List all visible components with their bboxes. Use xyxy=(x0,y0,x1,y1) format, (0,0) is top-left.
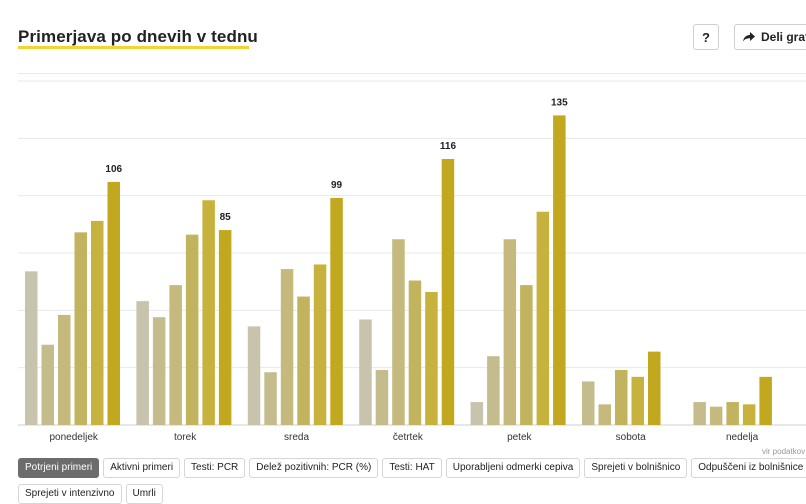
grid-lines xyxy=(18,80,806,426)
header-divider xyxy=(18,73,806,74)
page-title: Primerjava po dnevih v tednu xyxy=(18,27,258,46)
bar-četrtek-4[interactable] xyxy=(425,291,438,425)
bar-sobota-2[interactable] xyxy=(615,369,628,425)
bar-sreda-3[interactable] xyxy=(297,296,310,425)
tab-odpu-eni-iz-bolni-nice[interactable]: Odpuščeni iz bolnišnice xyxy=(691,458,806,478)
bar-sreda-2[interactable] xyxy=(280,269,294,425)
data-label: 116 xyxy=(440,141,457,152)
x-tick-label: petek xyxy=(507,432,532,443)
bar-sreda-4[interactable] xyxy=(313,264,327,425)
bar-petek-2[interactable] xyxy=(503,239,517,425)
bar-ponedeljek-0[interactable] xyxy=(25,271,38,425)
tab-testi-pcr[interactable]: Testi: PCR xyxy=(184,458,246,478)
bar-sobota-4[interactable] xyxy=(648,351,661,425)
x-tick-label: ponedeljek xyxy=(50,432,99,443)
bar-četrtek-2[interactable] xyxy=(392,239,405,425)
bar-petek-5[interactable] xyxy=(553,115,566,426)
bar-četrtek-1[interactable] xyxy=(375,369,389,425)
bar-ponedeljek-2[interactable] xyxy=(58,314,71,425)
bar-sreda-1[interactable] xyxy=(264,372,277,425)
bar-torek-4[interactable] xyxy=(202,200,215,425)
tab-sprejeti-v-intenzivno[interactable]: Sprejeti v intenzivno xyxy=(18,484,122,504)
bar-četrtek-3[interactable] xyxy=(408,280,422,425)
x-tick-label: sobota xyxy=(616,432,646,443)
bar-ponedeljek-1[interactable] xyxy=(41,344,55,425)
bar-petek-0[interactable] xyxy=(470,402,484,425)
bar-petek-3[interactable] xyxy=(520,285,533,425)
data-label: 135 xyxy=(551,97,568,108)
bar-četrtek-5[interactable] xyxy=(441,158,455,425)
help-button[interactable]: ? xyxy=(693,24,719,50)
bar-nedelja-1[interactable] xyxy=(709,406,723,425)
metric-tabs: Potrjeni primeri Aktivni primeri Testi: PC… xyxy=(18,458,806,504)
tab-testi-hat[interactable]: Testi: HAT xyxy=(382,458,442,478)
data-label: 99 xyxy=(331,180,343,191)
bar-sreda-5[interactable] xyxy=(330,197,343,425)
bar-ponedeljek-5[interactable] xyxy=(107,181,121,425)
x-tick-label: sreda xyxy=(284,432,309,443)
bar-torek-5[interactable] xyxy=(218,230,232,425)
tab-potrjeni-primeri[interactable]: Potrjeni primeri xyxy=(18,458,100,478)
bar-torek-3[interactable] xyxy=(185,234,199,425)
bar-četrtek-0[interactable] xyxy=(359,319,372,425)
source-link[interactable]: vir podatkov xyxy=(762,447,806,456)
x-axis: ponedeljek torek sreda četrtek petek sobota ne… xyxy=(50,432,759,443)
share-label: Deli graf xyxy=(761,30,806,44)
bar-sobota-3[interactable] xyxy=(631,376,645,425)
bar-torek-1[interactable] xyxy=(152,317,166,425)
bar-ponedeljek-3[interactable] xyxy=(74,232,88,425)
bar-petek-1[interactable] xyxy=(487,356,500,425)
title-underline xyxy=(18,46,249,49)
x-tick-label: nedelja xyxy=(726,432,759,443)
tab-uporabljeni-odmerki-cepiva[interactable]: Uporabljeni odmerki cepiva xyxy=(445,458,581,478)
bar-sobota-1[interactable] xyxy=(598,404,612,425)
tab-aktivni-primeri[interactable]: Aktivni primeri xyxy=(103,458,181,478)
tab-dele-pozitivnih-pcr[interactable]: Delež pozitivnih: PCR (%) xyxy=(249,458,379,478)
bar-sobota-0[interactable] xyxy=(582,381,595,425)
data-label: 106 xyxy=(105,164,122,175)
share-icon xyxy=(743,26,755,49)
x-tick-label: četrtek xyxy=(393,432,424,443)
data-label: 85 xyxy=(220,212,232,223)
bar-chart: 106 85 99 116 135 ponedeljek torek sreda četrte… xyxy=(18,80,806,443)
bar-petek-4[interactable] xyxy=(536,211,550,425)
bar-torek-0[interactable] xyxy=(136,301,149,425)
bar-nedelja-2[interactable] xyxy=(726,402,739,425)
bar-nedelja-0[interactable] xyxy=(693,402,706,425)
tab-umrli[interactable]: Umrli xyxy=(125,484,163,504)
bar-sreda-0[interactable] xyxy=(247,326,261,425)
share-button[interactable]: Deli graf xyxy=(734,24,806,50)
bar-ponedeljek-4[interactable] xyxy=(91,220,104,425)
bars xyxy=(25,115,772,426)
tab-sprejeti-v-bolni-nico[interactable]: Sprejeti v bolnišnico xyxy=(584,458,688,478)
data-labels: 106 85 99 116 135 xyxy=(105,97,568,223)
bar-torek-2[interactable] xyxy=(169,285,182,425)
x-tick-label: torek xyxy=(174,432,197,443)
bar-nedelja-4[interactable] xyxy=(759,376,772,425)
bar-nedelja-3[interactable] xyxy=(742,404,756,425)
